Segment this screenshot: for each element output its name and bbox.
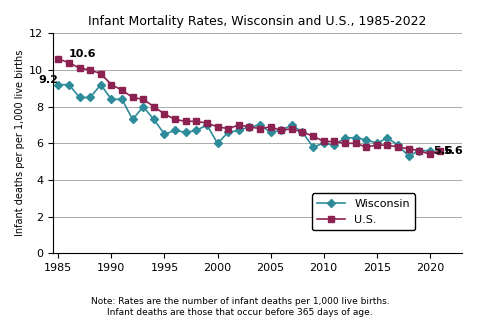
- U.S.: [215, 125, 220, 129]
- Wisconsin: [374, 141, 380, 145]
- Line: U.S.: U.S.: [56, 56, 443, 157]
- U.S.: [278, 129, 284, 132]
- Wisconsin: [331, 143, 337, 147]
- Wisconsin: [172, 129, 178, 132]
- U.S.: [384, 143, 390, 147]
- Text: Note: Rates are the number of infant deaths per 1,000 live births.
Infant deaths: Note: Rates are the number of infant dea…: [91, 297, 389, 317]
- U.S.: [331, 140, 337, 143]
- U.S.: [77, 66, 83, 70]
- Wisconsin: [363, 138, 369, 141]
- U.S.: [193, 119, 199, 123]
- Wisconsin: [151, 117, 157, 121]
- U.S.: [66, 61, 72, 65]
- U.S.: [87, 68, 93, 72]
- Wisconsin: [406, 154, 411, 158]
- U.S.: [310, 134, 316, 138]
- U.S.: [172, 117, 178, 121]
- Wisconsin: [257, 123, 263, 127]
- Wisconsin: [56, 83, 61, 87]
- U.S.: [374, 143, 380, 147]
- U.S.: [151, 105, 157, 108]
- Wisconsin: [193, 129, 199, 132]
- U.S.: [395, 145, 401, 149]
- U.S.: [363, 145, 369, 149]
- Wisconsin: [66, 83, 72, 87]
- U.S.: [162, 112, 168, 116]
- Legend: Wisconsin, U.S.: Wisconsin, U.S.: [312, 194, 415, 230]
- U.S.: [353, 141, 359, 145]
- U.S.: [247, 125, 252, 129]
- Wisconsin: [395, 143, 401, 147]
- Title: Infant Mortality Rates, Wisconsin and U.S., 1985-2022: Infant Mortality Rates, Wisconsin and U.…: [88, 15, 427, 28]
- Wisconsin: [108, 97, 114, 101]
- Text: 10.6: 10.6: [69, 49, 96, 59]
- Wisconsin: [119, 97, 125, 101]
- Wisconsin: [310, 145, 316, 149]
- Wisconsin: [384, 136, 390, 140]
- Wisconsin: [416, 149, 422, 153]
- Wisconsin: [225, 130, 231, 134]
- U.S.: [321, 140, 326, 143]
- Wisconsin: [204, 123, 210, 127]
- Wisconsin: [278, 129, 284, 132]
- U.S.: [98, 72, 104, 76]
- Wisconsin: [130, 117, 135, 121]
- U.S.: [56, 57, 61, 61]
- Line: Wisconsin: Wisconsin: [56, 82, 432, 159]
- U.S.: [204, 121, 210, 125]
- U.S.: [236, 123, 241, 127]
- Wisconsin: [98, 83, 104, 87]
- Wisconsin: [353, 136, 359, 140]
- Wisconsin: [321, 141, 326, 145]
- Wisconsin: [427, 149, 432, 153]
- Wisconsin: [268, 130, 274, 134]
- U.S.: [183, 119, 189, 123]
- Wisconsin: [215, 141, 220, 145]
- U.S.: [225, 127, 231, 131]
- Text: 5.6: 5.6: [444, 146, 463, 156]
- Wisconsin: [183, 130, 189, 134]
- Wisconsin: [342, 136, 348, 140]
- U.S.: [140, 97, 146, 101]
- U.S.: [257, 127, 263, 131]
- U.S.: [300, 130, 305, 134]
- Wisconsin: [247, 125, 252, 129]
- U.S.: [416, 149, 422, 153]
- U.S.: [342, 141, 348, 145]
- U.S.: [268, 125, 274, 129]
- Text: 5.6: 5.6: [433, 146, 453, 156]
- Wisconsin: [300, 130, 305, 134]
- U.S.: [119, 88, 125, 92]
- Y-axis label: Infant deaths per per 1,000 live births: Infant deaths per per 1,000 live births: [15, 50, 25, 236]
- Text: 9.2: 9.2: [38, 75, 59, 85]
- Wisconsin: [87, 96, 93, 100]
- Wisconsin: [289, 123, 295, 127]
- U.S.: [438, 149, 444, 153]
- U.S.: [289, 127, 295, 131]
- Wisconsin: [140, 105, 146, 108]
- U.S.: [427, 152, 432, 156]
- U.S.: [130, 96, 135, 100]
- U.S.: [406, 147, 411, 151]
- U.S.: [108, 83, 114, 87]
- Wisconsin: [77, 96, 83, 100]
- Wisconsin: [236, 129, 241, 132]
- Wisconsin: [162, 132, 168, 136]
